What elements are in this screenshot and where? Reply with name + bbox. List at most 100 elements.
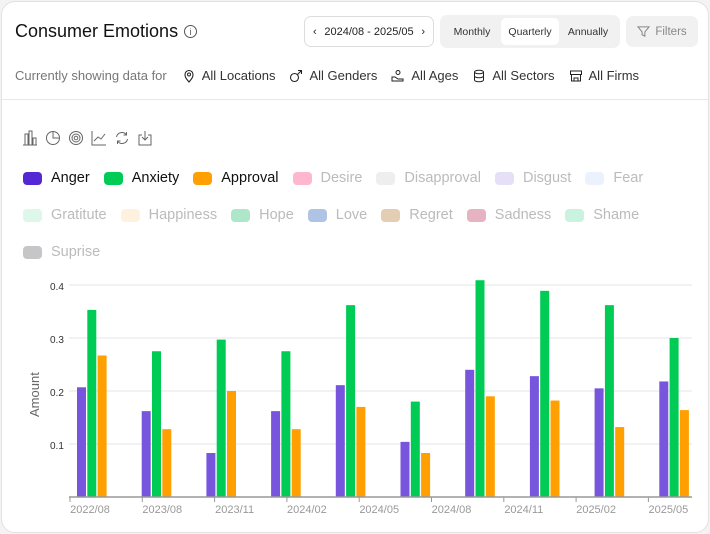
legend-item-anxiety[interactable]: Anxiety xyxy=(103,169,180,187)
age-icon xyxy=(391,69,404,81)
locations-label: All Locations xyxy=(201,68,276,83)
x-tick-label: 2025/05 xyxy=(649,504,689,516)
bar-anxiety xyxy=(410,401,420,497)
bar-approval xyxy=(679,410,689,497)
download-icon[interactable] xyxy=(137,130,153,146)
legend-item-shame[interactable]: Shame xyxy=(565,206,639,224)
legend-label: Happiness xyxy=(148,207,218,223)
sectors-filter[interactable]: All Sectors xyxy=(472,68,555,83)
filter-summary: Currently showing data for All Locations… xyxy=(15,68,653,83)
legend-label: Disapproval xyxy=(404,170,481,186)
legend-item-happiness[interactable]: Happiness xyxy=(120,206,218,224)
pie-chart-icon[interactable] xyxy=(45,130,61,146)
legend-label: Love xyxy=(335,207,368,223)
store-icon xyxy=(569,70,582,81)
legend-swatch xyxy=(23,171,42,185)
legend-item-sadness[interactable]: Sadness xyxy=(466,206,552,224)
legend-item-love[interactable]: Love xyxy=(307,206,368,224)
legend-label: Approval xyxy=(221,170,279,186)
divider xyxy=(2,99,708,100)
period-quarterly[interactable]: Quarterly xyxy=(501,18,559,45)
bar-anxiety xyxy=(669,338,679,497)
legend-item-approval[interactable]: Approval xyxy=(193,169,279,187)
bar-anxiety xyxy=(281,351,291,497)
bar-anxiety xyxy=(475,280,485,497)
database-icon xyxy=(474,69,485,82)
bar-approval xyxy=(421,453,431,497)
refresh-icon[interactable] xyxy=(114,130,130,146)
bar-approval xyxy=(227,391,236,497)
bar-anger xyxy=(400,441,410,497)
x-tick-label: 2024/02 xyxy=(287,504,327,516)
legend-swatch xyxy=(585,171,605,185)
legend-item-fear[interactable]: Fear xyxy=(585,169,643,187)
bar-anger xyxy=(77,387,86,497)
period-toggle: Monthly Quarterly Annually xyxy=(440,15,620,48)
legend-swatch xyxy=(376,171,396,185)
filters-label: Filters xyxy=(655,25,687,38)
y-tick-label: 0.1 xyxy=(50,441,64,452)
info-icon[interactable]: i xyxy=(184,25,198,38)
bar-anger xyxy=(529,376,539,497)
legend-item-suprise[interactable]: Suprise xyxy=(23,243,100,261)
legend-label: Disgust xyxy=(522,170,572,186)
filter-summary-lead: Currently showing data for xyxy=(15,68,167,83)
bar-chart: 0.1 0.2 0.3 0.4 Amount 2022/08 2023/08 2023/11 2… xyxy=(27,280,692,516)
legend-swatch xyxy=(494,171,514,185)
period-monthly[interactable]: Monthly xyxy=(453,25,491,38)
legend-label: Desire xyxy=(320,170,363,186)
genders-label: All Genders xyxy=(309,68,378,83)
line-chart-icon[interactable] xyxy=(91,130,107,146)
legend-label: Shame xyxy=(593,207,640,223)
x-tick-label: 2024/11 xyxy=(504,504,543,516)
legend-label: Anxiety xyxy=(131,170,180,186)
legend-label: Gratitute xyxy=(51,207,107,223)
legend-swatch xyxy=(466,208,486,222)
legend-label: Sadness xyxy=(494,207,552,223)
bar-anxiety xyxy=(346,305,356,497)
firms-filter[interactable]: All Firms xyxy=(569,68,639,83)
gender-icon xyxy=(290,69,303,82)
bar-anxiety xyxy=(216,339,226,497)
legend-item-disgust[interactable]: Disgust xyxy=(494,169,572,187)
legend-swatch xyxy=(231,208,251,222)
legend-swatch xyxy=(23,245,42,259)
x-tick-label: 2023/08 xyxy=(142,504,182,516)
legend-item-anger[interactable]: Anger xyxy=(23,169,90,187)
chevron-right-icon[interactable]: › xyxy=(421,25,425,38)
y-tick-label: 0.4 xyxy=(50,282,64,293)
donut-chart-icon[interactable] xyxy=(68,130,84,146)
filters-button[interactable]: Filters xyxy=(626,16,698,47)
bar-anxiety xyxy=(540,290,550,497)
legend-swatch xyxy=(292,171,312,185)
period-annually[interactable]: Annually xyxy=(567,25,609,38)
legend-swatch xyxy=(565,208,585,222)
bar-anger xyxy=(335,385,345,497)
legend-item-hope[interactable]: Hope xyxy=(231,206,294,224)
legend-label: Regret xyxy=(409,207,453,223)
legend-item-regret[interactable]: Regret xyxy=(381,206,453,224)
sectors-label: All Sectors xyxy=(492,68,555,83)
y-tick-label: 0.3 xyxy=(50,335,64,346)
bar-chart-icon[interactable] xyxy=(22,130,38,146)
legend-item-gratitute[interactable]: Gratitute xyxy=(23,206,107,224)
legend-label: Anger xyxy=(51,170,90,186)
x-tick-label: 2023/11 xyxy=(215,504,254,516)
chevron-left-icon[interactable]: ‹ xyxy=(313,25,317,38)
bar-anger xyxy=(141,411,151,497)
legend-item-disapproval[interactable]: Disapproval xyxy=(376,169,481,187)
date-range-picker[interactable]: ‹ 2024/08 - 2025/05 › xyxy=(304,16,434,47)
ages-label: All Ages xyxy=(411,68,459,83)
bar-anger xyxy=(465,369,475,497)
y-axis-label: Amount xyxy=(27,372,42,417)
date-range-text: 2024/08 - 2025/05 xyxy=(324,25,414,38)
title-text: Consumer Emotions xyxy=(15,21,179,41)
bar-approval xyxy=(291,429,301,497)
bar-anxiety xyxy=(87,309,97,497)
locations-filter[interactable]: All Locations xyxy=(182,68,276,83)
legend-item-desire[interactable]: Desire xyxy=(292,169,363,187)
genders-filter[interactable]: All Genders xyxy=(289,68,377,83)
filter-icon xyxy=(637,26,651,37)
ages-filter[interactable]: All Ages xyxy=(391,68,458,83)
